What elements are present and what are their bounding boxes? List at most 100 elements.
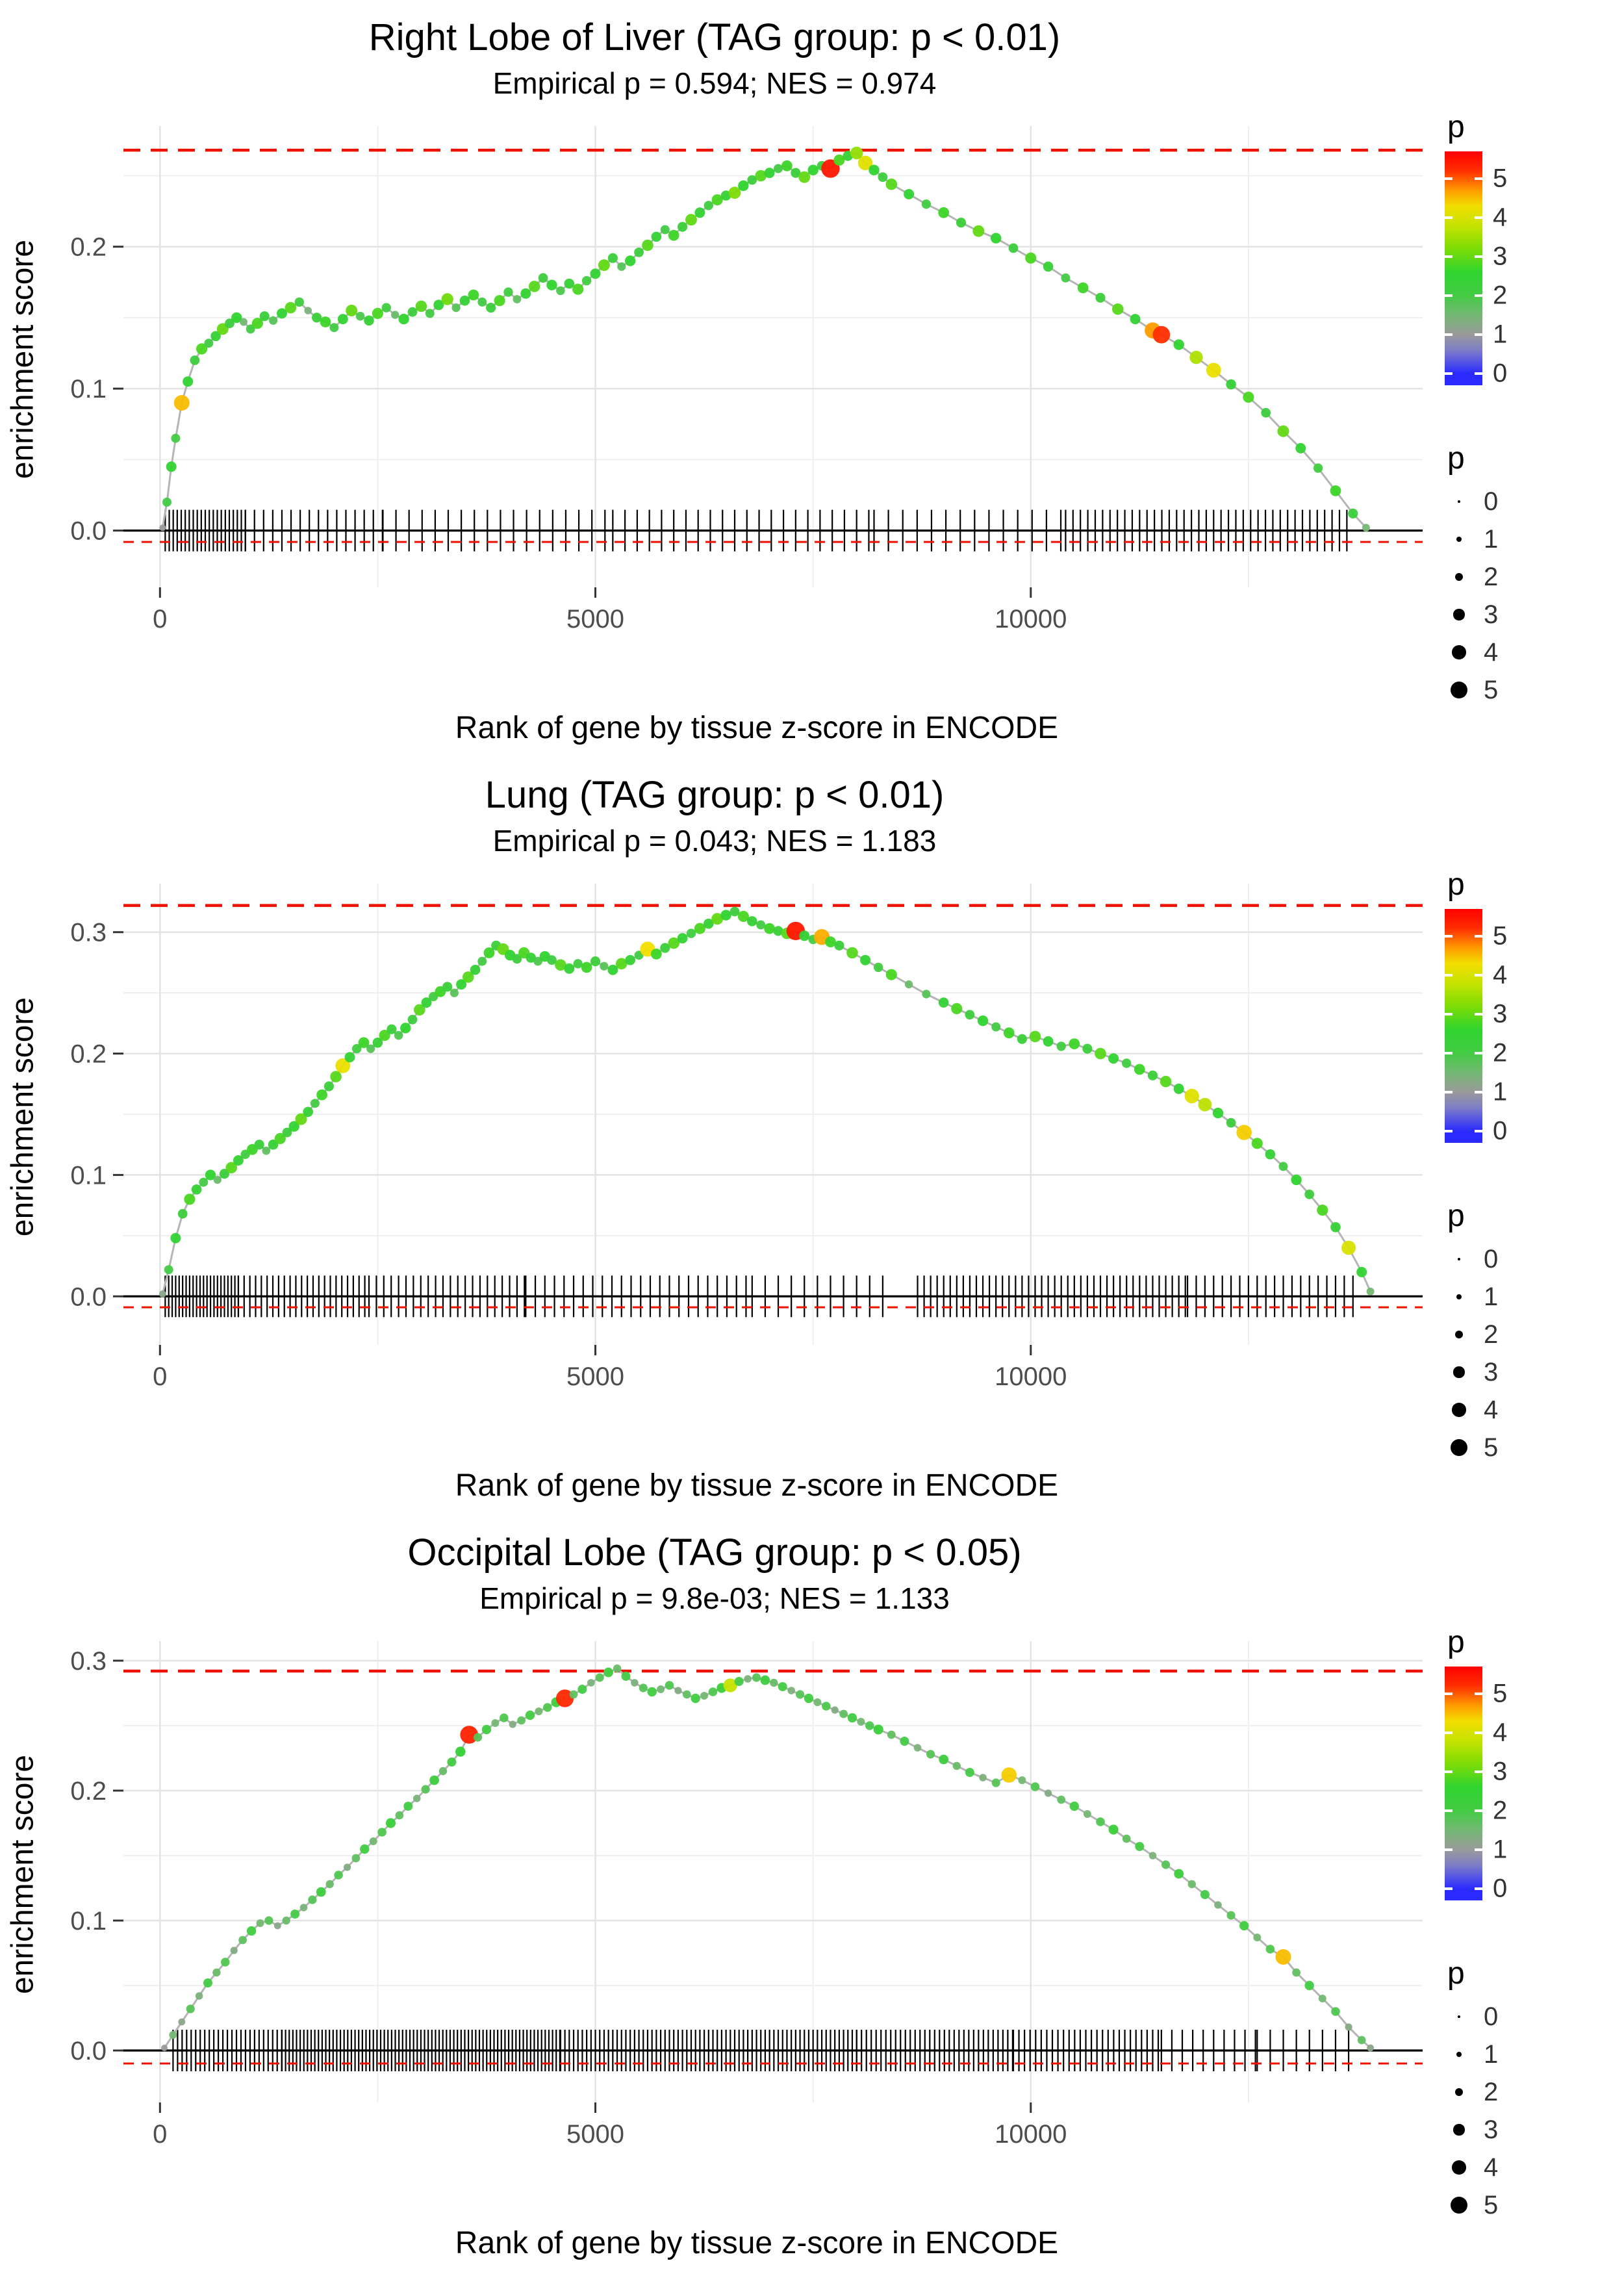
color-legend: 5 4 3 2 1 0 xyxy=(1445,1667,1624,1903)
colorbar-tick xyxy=(1445,935,1453,938)
colorbar-tick xyxy=(1475,1693,1482,1696)
size-dot xyxy=(1453,1366,1465,1378)
svg-text:0.0: 0.0 xyxy=(70,1283,107,1311)
size-legend-label: 3 xyxy=(1484,2115,1499,2144)
size-dot-cell xyxy=(1445,1366,1473,1378)
size-legend-label: 3 xyxy=(1484,1357,1499,1386)
svg-text:5000: 5000 xyxy=(566,2120,624,2149)
colorbar-tick xyxy=(1475,177,1482,181)
size-legend-title: p xyxy=(1447,441,1465,476)
colorbar-tick xyxy=(1445,1770,1453,1773)
size-legend-row: 3 xyxy=(1445,596,1624,633)
size-legend-row: 1 xyxy=(1445,520,1624,558)
svg-text:0.3: 0.3 xyxy=(70,919,107,947)
y-axis-label-wrap: enrichment score xyxy=(0,1622,45,2224)
panel-lung: Lung (TAG group: p < 0.01) Empirical p =… xyxy=(0,758,1624,1515)
y-axis-label-wrap: enrichment score xyxy=(0,864,45,1466)
colorbar-tick xyxy=(1475,1731,1482,1734)
x-axis-label: Rank of gene by tissue z-score in ENCODE xyxy=(455,711,1059,745)
size-dot-cell xyxy=(1445,1439,1473,1456)
color-gradient-bar xyxy=(1445,909,1482,1143)
colorbar-tick xyxy=(1445,216,1453,219)
svg-text:0.1: 0.1 xyxy=(70,1161,107,1190)
size-legend-row: 1 xyxy=(1445,2036,1624,2073)
colorbar-tick xyxy=(1445,1130,1453,1132)
size-legend-row: 3 xyxy=(1445,1353,1624,1391)
colorbar-tick xyxy=(1445,1013,1453,1016)
colorbar-tick-label: 4 xyxy=(1493,203,1508,232)
colorbar-tick xyxy=(1475,333,1482,336)
colorbar-tick xyxy=(1475,255,1482,258)
size-dot xyxy=(1456,2051,1462,2058)
size-dot xyxy=(1451,682,1467,698)
colorbar-tick xyxy=(1445,333,1453,336)
axis-ticks: 0.0 0.1 0.2 0.3 0 5000 10000 xyxy=(70,919,1067,1391)
axis-ticks: 0.0 0.1 0.2 0 5000 10000 xyxy=(70,233,1067,633)
size-dot xyxy=(1453,609,1465,620)
colorbar-tick xyxy=(1445,973,1453,977)
size-dot xyxy=(1452,645,1466,659)
colorbar-tick xyxy=(1475,1090,1482,1093)
size-legend-row: 0 xyxy=(1445,483,1624,520)
size-dot-cell xyxy=(1445,1330,1473,1339)
y-axis-label: enrichment score xyxy=(5,240,40,479)
size-legend-row: 2 xyxy=(1445,558,1624,596)
panel-title: Right Lobe of Liver (TAG group: p < 0.01… xyxy=(368,16,1061,58)
colorbar-tick xyxy=(1475,372,1482,375)
size-dot xyxy=(1456,1294,1462,1300)
svg-text:5000: 5000 xyxy=(566,605,624,633)
color-gradient-bar xyxy=(1445,1667,1482,1900)
colorbar-tick xyxy=(1475,216,1482,219)
size-dot xyxy=(1451,2197,1467,2214)
size-dot-cell xyxy=(1445,536,1473,543)
size-legend-label: 3 xyxy=(1484,600,1499,629)
svg-text:10000: 10000 xyxy=(995,2120,1067,2149)
enrichment-points xyxy=(159,906,1375,1297)
enrichment-plot: 0.0 0.1 0.2 0 5000 10000 xyxy=(70,126,1423,633)
size-legend-label: 0 xyxy=(1484,487,1499,516)
svg-text:5000: 5000 xyxy=(566,1362,624,1391)
panel-header: Lung (TAG group: p < 0.01) Empirical p =… xyxy=(0,772,1429,859)
colorbar-tick xyxy=(1445,1052,1453,1055)
colorbar-tick xyxy=(1445,1809,1453,1813)
size-dot xyxy=(1458,500,1460,503)
size-dot xyxy=(1452,2160,1466,2175)
size-dot-cell xyxy=(1445,682,1473,698)
enrichment-points xyxy=(159,146,1370,532)
colorbar-tick-label: 1 xyxy=(1493,1077,1508,1106)
size-legend-row: 4 xyxy=(1445,1391,1624,1429)
size-dot xyxy=(1451,1439,1467,1456)
colorbar-tick xyxy=(1475,294,1482,298)
colorbar-tick xyxy=(1445,294,1453,298)
colorbar-tick-label: 1 xyxy=(1493,1835,1508,1864)
size-legend-label: 0 xyxy=(1484,2002,1499,2031)
size-legend-label: 1 xyxy=(1484,524,1499,554)
colorbar-tick-label: 2 xyxy=(1493,1038,1508,1067)
color-legend: 5 4 3 2 1 0 xyxy=(1445,909,1624,1145)
size-legend-row: 1 xyxy=(1445,1278,1624,1316)
size-dot xyxy=(1453,2124,1465,2136)
size-dot xyxy=(1458,2015,1460,2018)
svg-text:0.0: 0.0 xyxy=(70,2037,107,2065)
plot-row: enrichment score 0.0 0.1 0.2 0.3 0 5000 10000 … xyxy=(0,1622,1624,2224)
colorbar-tick xyxy=(1445,1693,1453,1696)
size-legend-row: 4 xyxy=(1445,633,1624,671)
size-dot-cell xyxy=(1445,2051,1473,2058)
svg-text:0: 0 xyxy=(153,1362,167,1391)
colorbar-tick-label: 5 xyxy=(1493,164,1508,193)
size-legend-row: 5 xyxy=(1445,1429,1624,1466)
size-legend-row: 4 xyxy=(1445,2149,1624,2186)
panel-header: Right Lobe of Liver (TAG group: p < 0.01… xyxy=(0,14,1429,101)
size-dot-cell xyxy=(1445,2160,1473,2175)
size-legend-row: 3 xyxy=(1445,2111,1624,2149)
size-dot-cell xyxy=(1445,572,1473,581)
y-axis-label-wrap: enrichment score xyxy=(0,107,45,709)
size-legend-row: 5 xyxy=(1445,671,1624,709)
size-dot-cell xyxy=(1445,609,1473,620)
svg-text:0: 0 xyxy=(153,605,167,633)
colorbar-tick-label: 0 xyxy=(1493,359,1508,388)
colorbar-tick xyxy=(1475,1809,1482,1813)
